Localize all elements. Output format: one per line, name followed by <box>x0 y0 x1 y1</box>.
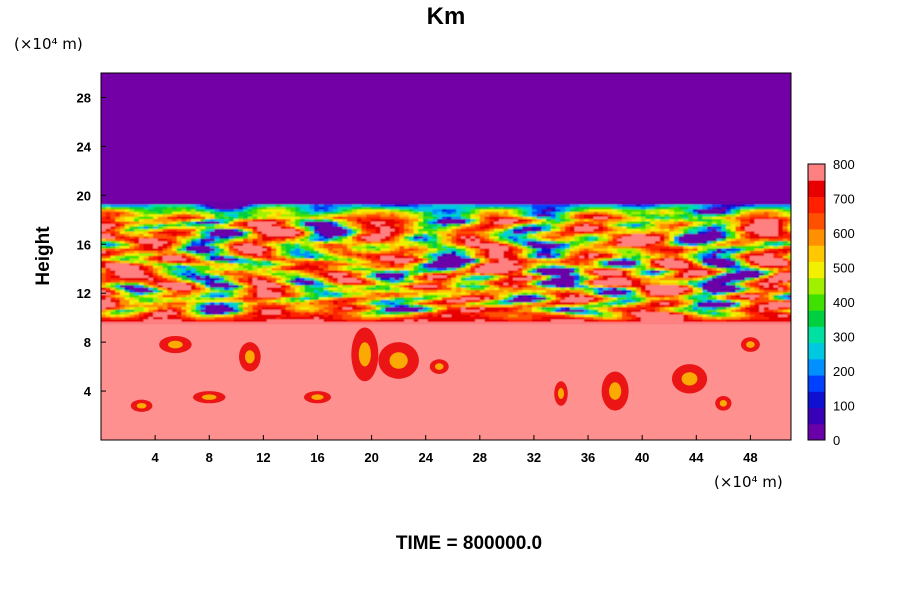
y-tick-label: 16 <box>77 237 91 252</box>
heatmap-plot-area <box>101 73 791 440</box>
colorbar-tick-label: 400 <box>833 295 855 310</box>
x-axis-ticks: 4 8 12 16 20 24 28 32 36 40 44 48 <box>152 435 758 465</box>
colorbar-swatch <box>808 342 825 360</box>
y-tick-label: 4 <box>84 384 92 399</box>
x-tick-label: 44 <box>689 450 704 465</box>
colorbar-tick-label: 0 <box>833 433 840 448</box>
colorbar-tick-label: 300 <box>833 330 855 345</box>
x-tick-label: 20 <box>364 450 378 465</box>
colorbar-swatch <box>808 375 825 392</box>
x-tick-label: 40 <box>635 450 649 465</box>
y-tick-label: 8 <box>84 335 91 350</box>
x-tick-label: 16 <box>310 450 324 465</box>
colorbar-tick-label: 200 <box>833 364 855 379</box>
colorbar-tick-label: 500 <box>833 261 855 276</box>
chart-title: Km <box>427 3 466 30</box>
colorbar-tick-label: 800 <box>833 157 855 172</box>
colorbar-swatch <box>808 261 825 279</box>
x-tick-label: 32 <box>527 450 541 465</box>
x-unit-label: (×10⁴ m) <box>714 473 783 491</box>
colorbar-swatch <box>808 180 825 197</box>
x-tick-label: 24 <box>418 450 433 465</box>
x-tick-label: 28 <box>473 450 487 465</box>
time-label: TIME = 800000.0 <box>396 533 542 554</box>
colorbar-swatch <box>808 310 825 327</box>
y-tick-label: 28 <box>77 90 91 105</box>
colorbar-swatch <box>808 293 825 311</box>
y-axis-ticks: 4 8 12 16 20 24 28 <box>77 90 106 399</box>
x-tick-label: 36 <box>581 450 595 465</box>
colorbar-swatch <box>808 391 825 409</box>
colorbar-swatch <box>808 277 825 295</box>
colorbar-swatch <box>808 423 825 441</box>
y-tick-label: 24 <box>77 139 92 154</box>
plot-frame <box>100 72 792 441</box>
x-tick-label: 8 <box>206 450 213 465</box>
colorbar-tick-label: 600 <box>833 226 855 241</box>
turbulent-layer-cells <box>101 201 791 325</box>
x-tick-label: 48 <box>743 450 757 465</box>
y-tick-label: 12 <box>77 286 91 301</box>
y-axis-label: Height <box>33 226 54 286</box>
colorbar-swatch <box>808 196 825 214</box>
x-tick-label: 4 <box>152 450 160 465</box>
colorbar: 0 100 200 300 400 500 600 700 800 <box>807 157 855 448</box>
colorbar-swatch <box>808 407 825 425</box>
lower-layer-features <box>130 327 760 412</box>
colorbar-swatch <box>808 358 825 376</box>
colorbar-swatch <box>808 228 825 246</box>
colorbar-tick-label: 700 <box>833 192 855 207</box>
colorbar-swatch <box>808 245 825 262</box>
x-tick-label: 12 <box>256 450 270 465</box>
colorbar-swatch <box>808 164 825 181</box>
y-tick-label: 20 <box>77 188 91 203</box>
colorbar-swatch <box>808 326 825 344</box>
colorbar-tick-label: 100 <box>833 399 855 414</box>
colorbar-swatch <box>808 212 825 230</box>
y-unit-label: (×10⁴ m) <box>14 35 83 53</box>
